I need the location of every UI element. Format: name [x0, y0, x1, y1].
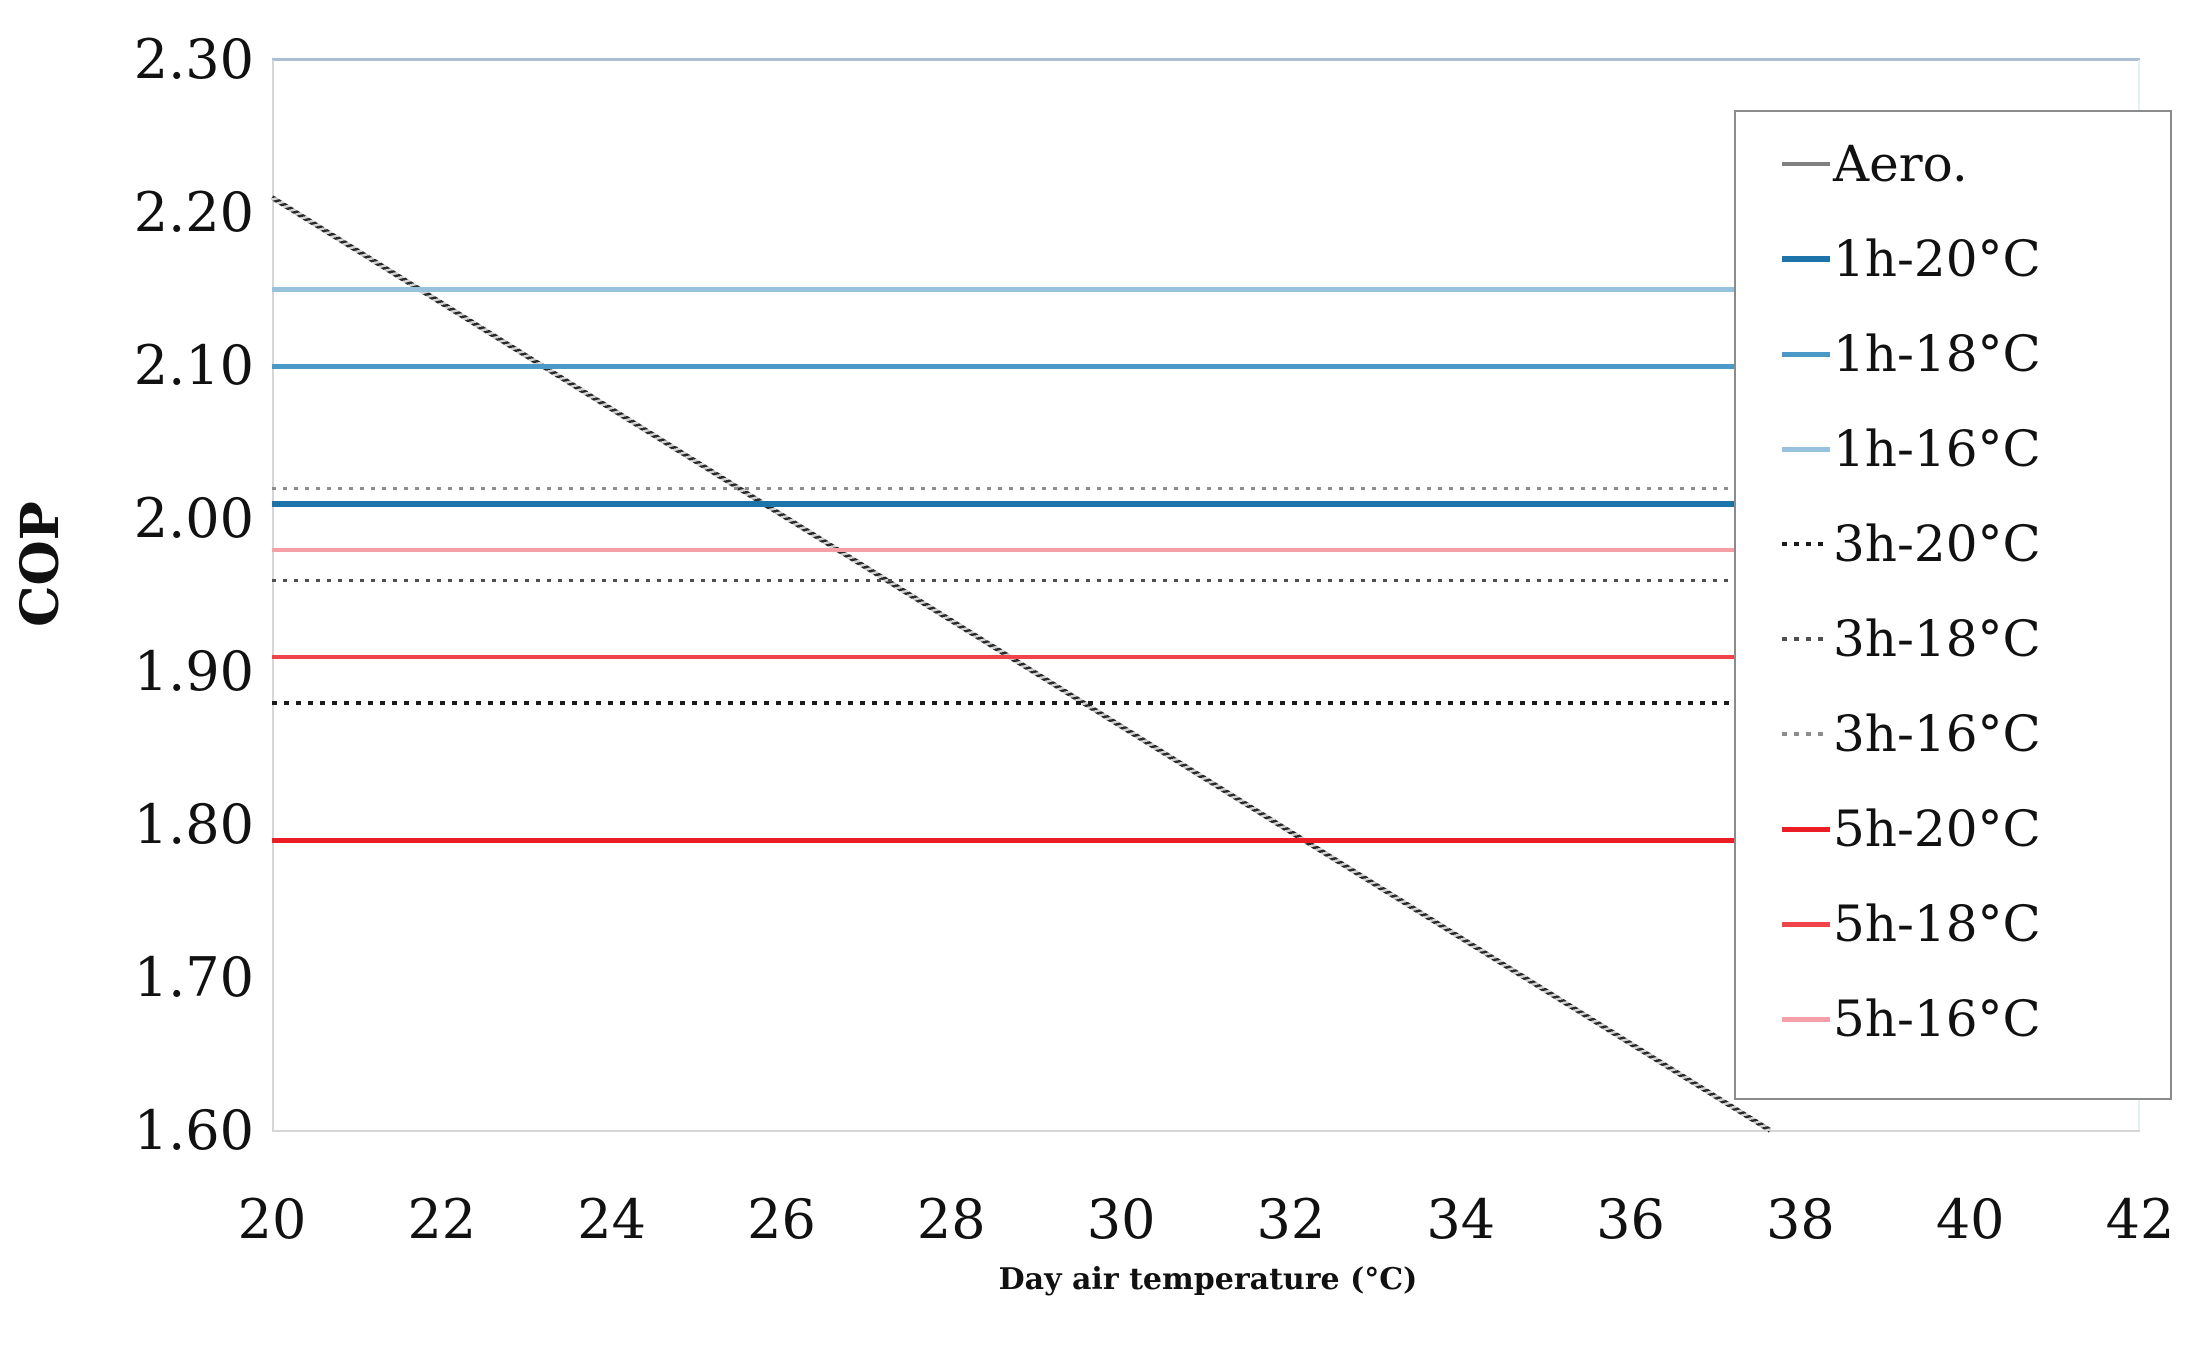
series-line-5h-20c: [272, 837, 2140, 843]
legend-label: 5h-20°C: [1833, 800, 2041, 858]
legend-label: 3h-20°C: [1833, 515, 2041, 573]
x-tick-label: 30: [1086, 1188, 1156, 1251]
legend-swatch-1h-20c: [1782, 256, 1830, 262]
x-tick-label: 42: [2105, 1188, 2175, 1251]
legend-item-3h-16c: 3h-16°C: [1736, 700, 2170, 768]
legend-item-5h-18c: 5h-18°C: [1736, 890, 2170, 958]
series-line-aero: [270, 195, 1772, 1134]
legend-item-1h-16c: 1h-16°C: [1736, 415, 2170, 483]
y-tick-label: 1.80: [133, 793, 254, 856]
y-tick-label: 1.60: [133, 1099, 254, 1162]
y-tick-label: 1.70: [133, 946, 254, 1009]
legend-label: 1h-20°C: [1833, 230, 2041, 288]
legend-item-5h-20c: 5h-20°C: [1736, 795, 2170, 863]
legend-label: 5h-18°C: [1833, 895, 2041, 953]
series-line-5h-18c: [272, 654, 2140, 659]
legend-swatch-1h-16c: [1782, 446, 1830, 452]
x-tick-label: 28: [916, 1188, 986, 1251]
series-line-3h-16c: [272, 486, 2140, 490]
series-line-5h-16c: [272, 547, 2140, 552]
series-line-1h-16c: [272, 287, 2140, 292]
legend-label: 3h-16°C: [1833, 705, 2041, 763]
plot-bottom-axis: [272, 1130, 2140, 1132]
x-tick-label: 38: [1766, 1188, 1835, 1251]
y-tick-label: 2.30: [133, 28, 254, 91]
legend-item-aero: Aero.: [1736, 130, 2170, 198]
y-tick-label: 1.90: [133, 640, 254, 703]
x-tick-label: 32: [1256, 1188, 1326, 1251]
series-line-1h-20c: [272, 500, 2140, 507]
legend-item-1h-20c: 1h-20°C: [1736, 225, 2170, 293]
x-tick-label: 36: [1596, 1188, 1665, 1251]
y-tick-label: 2.00: [133, 487, 254, 550]
x-tick-label: 22: [407, 1188, 477, 1251]
legend-label: 3h-18°C: [1833, 610, 2041, 668]
legend-item-3h-20c: 3h-20°C: [1736, 510, 2170, 578]
x-axis-title: Day air temperature (°C): [998, 1262, 1418, 1297]
legend-label: 1h-16°C: [1833, 420, 2041, 478]
legend-swatch-1h-18c: [1782, 351, 1830, 357]
legend-swatch-aero: [1782, 162, 1830, 166]
x-tick-label: 40: [1935, 1188, 2005, 1251]
x-tick-label: 34: [1426, 1188, 1496, 1251]
plot-left-axis: [272, 60, 274, 1131]
x-tick-label: 24: [577, 1188, 646, 1251]
legend-swatch-3h-16c: [1782, 732, 1830, 736]
legend: Aero. 1h-20°C 1h-18°C 1h-16°C 3h-20°C 3h-18°C…: [1734, 110, 2172, 1100]
legend-label: 1h-18°C: [1833, 325, 2041, 383]
legend-item-1h-18c: 1h-18°C: [1736, 320, 2170, 388]
x-tick-label: 26: [747, 1188, 816, 1251]
legend-swatch-3h-20c: [1782, 542, 1830, 546]
series-line-1h-18c: [272, 363, 2140, 369]
series-line-3h-18c: [272, 578, 2140, 582]
y-tick-label: 2.10: [133, 334, 254, 397]
plot-top-border: [272, 58, 2140, 61]
y-tick-label: 2.20: [133, 181, 254, 244]
legend-swatch-3h-18c: [1782, 637, 1830, 641]
legend-swatch-5h-16c: [1782, 1016, 1830, 1022]
legend-swatch-5h-20c: [1782, 826, 1830, 832]
x-tick-label: 20: [237, 1188, 307, 1251]
legend-label: Aero.: [1833, 135, 1968, 193]
legend-label: 5h-16°C: [1833, 990, 2041, 1048]
series-line-3h-20c: [272, 700, 2140, 705]
legend-item-5h-16c: 5h-16°C: [1736, 985, 2170, 1053]
legend-swatch-5h-18c: [1782, 921, 1830, 927]
legend-item-3h-18c: 3h-18°C: [1736, 605, 2170, 673]
